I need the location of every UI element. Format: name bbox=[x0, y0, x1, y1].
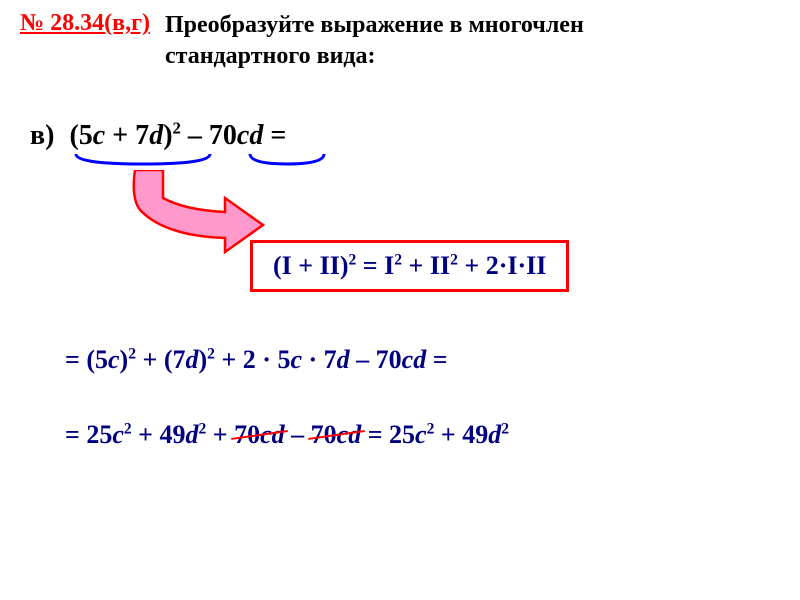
part-label: в) bbox=[30, 120, 54, 152]
t: + 49 bbox=[434, 420, 488, 449]
t: c bbox=[290, 345, 302, 374]
t: + 7 bbox=[105, 120, 149, 151]
problem-number: № 28.34(в,г) bbox=[20, 10, 150, 37]
t: 2 bbox=[501, 420, 509, 437]
t: 2 bbox=[124, 420, 132, 437]
t: 2 bbox=[394, 251, 402, 268]
t: d bbox=[186, 420, 199, 449]
t: d bbox=[488, 420, 501, 449]
t: ) bbox=[163, 120, 172, 151]
t: c bbox=[108, 345, 120, 374]
t: = 25 bbox=[361, 420, 415, 449]
t: + bbox=[206, 420, 234, 449]
t: cd bbox=[402, 345, 427, 374]
t: + (7 bbox=[136, 345, 185, 374]
t: 2 bbox=[207, 345, 215, 362]
bracket-2 bbox=[246, 152, 328, 170]
t: 2 bbox=[128, 345, 136, 362]
t: d bbox=[149, 120, 163, 151]
t: c bbox=[112, 420, 124, 449]
t: – bbox=[285, 420, 311, 449]
t: d bbox=[337, 345, 350, 374]
task-text: Преобразуйте выражение в многочлен станд… bbox=[165, 10, 584, 72]
t: – 70 bbox=[350, 345, 402, 374]
t: + II bbox=[402, 251, 450, 280]
step-1: = (5c)2 + (7d)2 + 2 · 5c · 7d – 70cd = bbox=[65, 345, 448, 375]
cancelled-term-1: 70cd bbox=[234, 420, 285, 450]
t: = bbox=[263, 120, 286, 151]
t: + 49 bbox=[132, 420, 186, 449]
t: ) bbox=[198, 345, 207, 374]
task-line2: стандартного вида: bbox=[165, 43, 376, 69]
t: = I bbox=[356, 251, 394, 280]
t: = bbox=[426, 345, 447, 374]
t: + 2·I·II bbox=[458, 251, 547, 280]
t: 2 bbox=[173, 119, 181, 138]
t: + 2 · 5 bbox=[215, 345, 291, 374]
step-2: = 25c2 + 49d2 + 70cd – 70cd = 25c2 + 49d… bbox=[65, 420, 509, 450]
cancelled-term-2: 70cd bbox=[311, 420, 362, 450]
t: = 25 bbox=[65, 420, 112, 449]
bracket-1 bbox=[72, 152, 214, 170]
t: · 7 bbox=[302, 345, 337, 374]
t: cd bbox=[237, 120, 263, 151]
t: 2 bbox=[450, 251, 458, 268]
t: d bbox=[185, 345, 198, 374]
t: ) bbox=[120, 345, 129, 374]
t: c bbox=[93, 120, 105, 151]
problem-expression: в) (5c + 7d)2 – 70cd = bbox=[30, 120, 286, 152]
t: (I + II) bbox=[273, 251, 349, 280]
t: c bbox=[415, 420, 427, 449]
t: – 70 bbox=[181, 120, 237, 151]
t: = (5 bbox=[65, 345, 108, 374]
task-line1: Преобразуйте выражение в многочлен bbox=[165, 12, 584, 38]
t: (5 bbox=[69, 120, 92, 151]
arrow-icon bbox=[115, 170, 265, 270]
formula-box: (I + II)2 = I2 + II2 + 2·I·II bbox=[250, 240, 569, 292]
expr: (5c + 7d)2 – 70cd = bbox=[69, 120, 286, 152]
